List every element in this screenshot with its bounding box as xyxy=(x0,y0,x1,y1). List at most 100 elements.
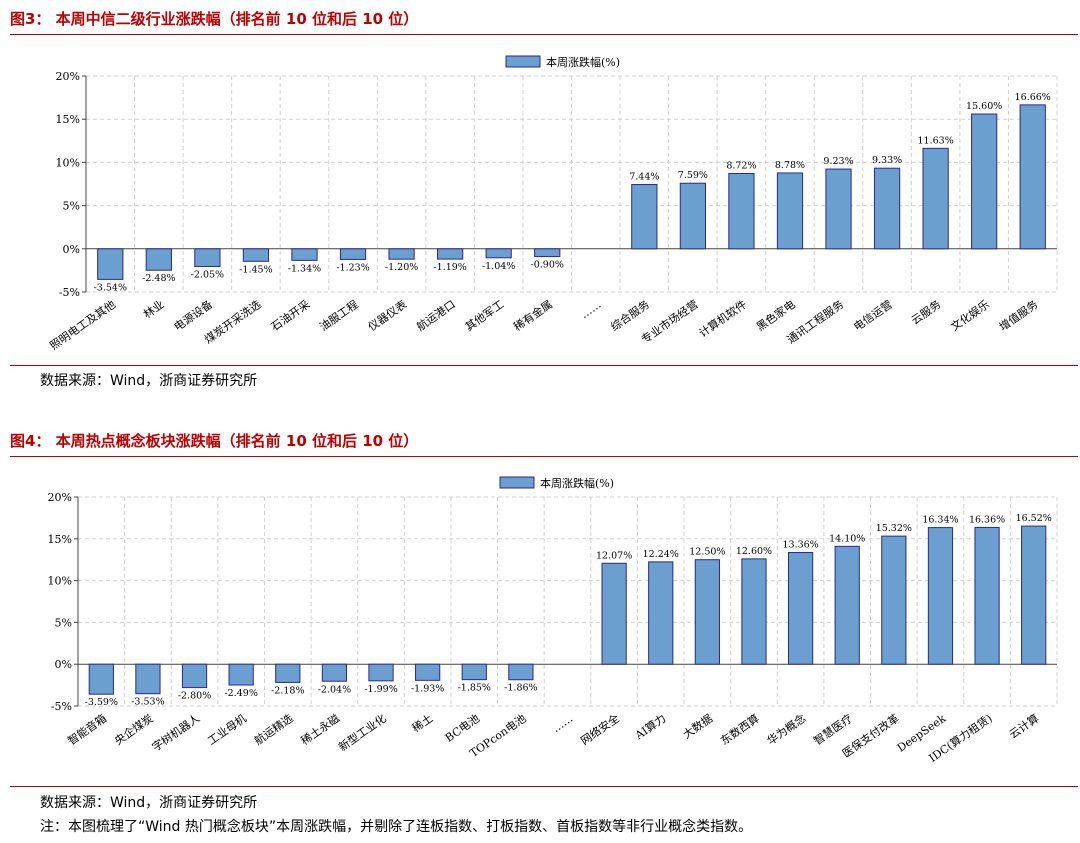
data-label: -1.93% xyxy=(411,683,444,694)
data-label: -3.54% xyxy=(94,282,127,293)
category-label: 稀土永磁 xyxy=(298,711,342,748)
bar xyxy=(388,248,415,260)
bar xyxy=(873,167,901,250)
category-label: 智慧医疗 xyxy=(811,711,855,748)
bar xyxy=(97,248,124,280)
category-label: AI算力 xyxy=(632,711,669,743)
data-label: 16.34% xyxy=(922,515,958,526)
y-tick-label: 5% xyxy=(55,616,72,629)
data-label: 14.10% xyxy=(829,533,865,544)
data-label: -1.99% xyxy=(364,684,397,695)
data-label: 11.63% xyxy=(918,135,954,146)
bar xyxy=(181,663,208,689)
figure-3-source: 数据来源：Wind，浙商证券研究所 xyxy=(40,373,258,389)
data-label: -3.59% xyxy=(85,697,118,708)
bar xyxy=(922,147,949,250)
category-label: 大数据 xyxy=(680,711,715,741)
data-label: -0.90% xyxy=(531,260,564,271)
data-label: -1.04% xyxy=(482,261,515,272)
category-label: 云计算 xyxy=(1006,711,1041,741)
data-label: 15.60% xyxy=(966,101,1002,112)
figure-4-source: 数据来源：Wind，浙商证券研究所 xyxy=(40,795,258,811)
bar xyxy=(339,248,367,260)
bar xyxy=(135,663,161,695)
data-label: 13.36% xyxy=(782,540,818,551)
figure-3-chart: 20% 15% 10% 5% 0% -5% -3.54% 照明电工及其他 -2.48% 林业 -2.… xyxy=(47,55,1058,353)
category-label: 网络安全 xyxy=(578,711,622,748)
category-label: …… xyxy=(578,298,603,321)
category-label: BC电池 xyxy=(443,712,482,745)
bar xyxy=(275,663,301,683)
category-label: 智能音箱 xyxy=(65,711,109,748)
category-label: 文化娱乐 xyxy=(948,297,992,334)
data-label: 16.66% xyxy=(1015,92,1051,103)
category-label: 黑色家电 xyxy=(754,297,798,334)
data-label: 15.32% xyxy=(876,523,912,534)
data-label: -1.86% xyxy=(504,683,537,694)
category-label: 字树机器人 xyxy=(149,711,202,754)
figure-4-bottom-rule xyxy=(10,786,1078,787)
category-label: 仪器仪表 xyxy=(365,297,409,334)
y-tick-label: 10% xyxy=(56,156,80,169)
data-label: -1.19% xyxy=(433,262,466,273)
data-label: 12.60% xyxy=(736,546,772,557)
data-label: 8.72% xyxy=(726,160,756,171)
bar xyxy=(1021,525,1047,665)
data-label: -2.04% xyxy=(318,684,351,695)
data-label: -1.45% xyxy=(239,264,272,275)
y-tick-label: 0% xyxy=(63,243,80,256)
bar xyxy=(508,663,534,681)
bar xyxy=(321,663,348,682)
data-label: -1.23% xyxy=(336,262,369,273)
bar xyxy=(631,184,658,250)
category-label: 电源设备 xyxy=(171,297,215,334)
y-tick-label: 15% xyxy=(48,533,72,546)
data-label: -2.48% xyxy=(142,273,175,284)
data-label: 12.07% xyxy=(596,550,632,561)
bar xyxy=(368,663,394,682)
y-tick-label: 20% xyxy=(56,70,80,83)
category-label: 航运精选 xyxy=(251,711,295,748)
bar xyxy=(834,545,860,665)
category-label: 稀有金属 xyxy=(511,297,555,334)
y-tick-label: 0% xyxy=(55,658,72,671)
figure-3-bottom-rule xyxy=(10,365,1078,366)
data-label: 7.44% xyxy=(629,172,659,183)
category-label: 计算机软件 xyxy=(696,297,749,340)
y-tick-label: 10% xyxy=(48,575,72,588)
y-tick-label: -5% xyxy=(59,286,80,299)
bar xyxy=(787,552,814,665)
bar xyxy=(461,663,487,681)
data-label: 9.33% xyxy=(872,155,902,166)
bar xyxy=(776,172,804,250)
category-label: 稀土 xyxy=(410,712,435,735)
data-label: -2.18% xyxy=(271,685,304,696)
bar xyxy=(974,526,1000,665)
bar xyxy=(534,248,561,258)
bar xyxy=(741,558,767,665)
bar xyxy=(825,168,852,250)
bar xyxy=(648,561,674,665)
category-label: 央企煤炭 xyxy=(112,711,156,748)
data-label: -1.34% xyxy=(288,263,321,274)
data-label: 8.78% xyxy=(775,160,805,171)
category-label: 云服务 xyxy=(909,298,943,328)
figure-4-chart: 20% 15% 10% 5% 0% -5% -3.59% 智能音箱 -3.53% 央企煤炭 -2.8… xyxy=(48,476,1058,765)
data-label: -2.05% xyxy=(191,270,224,281)
bar xyxy=(194,248,221,268)
category-label: 增值服务 xyxy=(996,297,1040,334)
legend-swatch xyxy=(505,55,541,68)
bar xyxy=(415,663,441,681)
y-tick-label: 20% xyxy=(48,491,72,504)
data-label: 7.59% xyxy=(678,170,708,181)
bar xyxy=(679,182,706,250)
bar xyxy=(291,248,318,261)
bar xyxy=(601,562,627,665)
bar xyxy=(971,113,998,250)
category-label: 林业 xyxy=(140,297,166,321)
data-label: -1.20% xyxy=(385,262,418,273)
y-tick-label: -5% xyxy=(51,700,72,713)
category-label: 电信运营 xyxy=(851,297,895,334)
data-label: -1.85% xyxy=(458,683,491,694)
data-label: -2.80% xyxy=(178,691,211,702)
